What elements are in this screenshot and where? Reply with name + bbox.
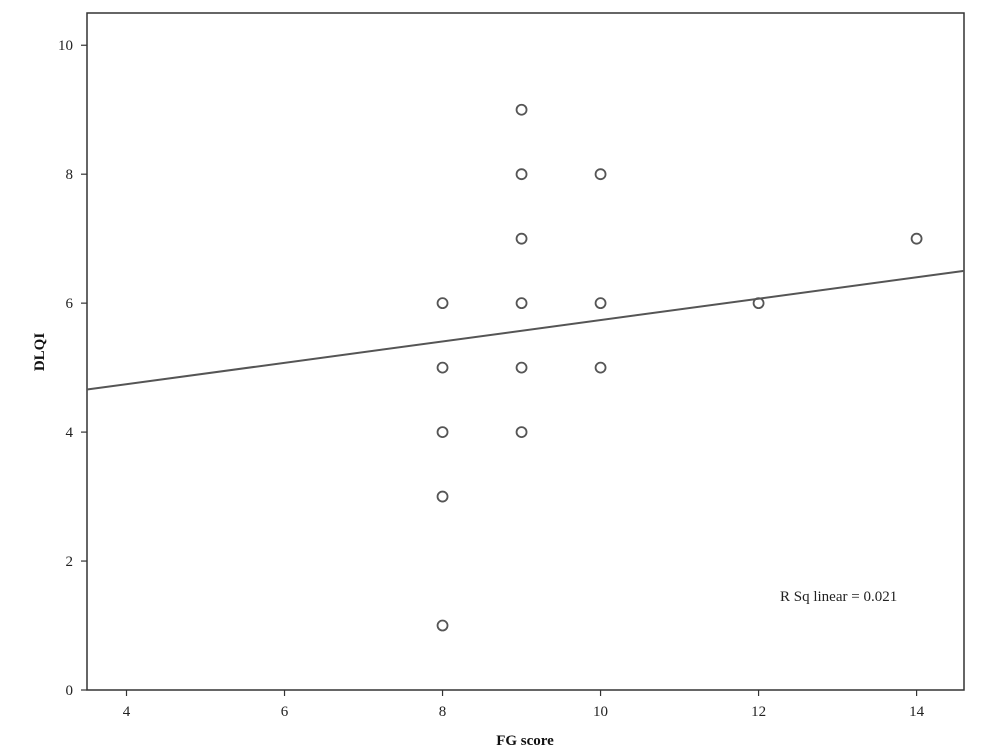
plot-frame	[86, 12, 965, 691]
data-point	[436, 619, 449, 632]
y-tick-label: 8	[66, 167, 74, 183]
points-group	[436, 103, 923, 632]
y-axis-title: DLQI	[32, 333, 48, 372]
data-point	[910, 232, 923, 245]
r-squared-annotation: R Sq linear = 0.021	[780, 589, 897, 605]
data-point	[515, 361, 528, 374]
x-tick-label: 10	[593, 704, 608, 720]
data-point	[594, 361, 607, 374]
x-tick-label: 12	[751, 704, 766, 720]
data-point	[594, 297, 607, 310]
data-point	[515, 426, 528, 438]
data-point	[436, 490, 449, 503]
y-tick-label: 2	[66, 554, 74, 570]
data-point	[436, 361, 449, 374]
fit-line-group	[86, 269, 965, 391]
data-point	[752, 297, 765, 310]
data-point	[594, 168, 607, 181]
data-point	[515, 168, 528, 181]
x-axis: 4 6 8 10 12 14	[123, 690, 925, 720]
x-axis-title: FG score	[496, 733, 554, 749]
y-tick-label: 10	[58, 38, 73, 54]
y-axis: 0 2 4 6 8 10	[58, 38, 87, 699]
x-tick-label: 4	[123, 704, 131, 720]
x-tick-label: 8	[439, 704, 447, 720]
fit-line	[86, 269, 965, 391]
x-tick-label: 14	[909, 704, 925, 720]
y-tick-label: 6	[66, 296, 74, 312]
data-point	[436, 426, 449, 438]
data-point	[436, 297, 449, 310]
y-tick-label: 4	[66, 425, 74, 441]
data-point	[515, 297, 528, 310]
y-tick-label: 0	[66, 683, 74, 699]
x-tick-label: 6	[281, 704, 289, 720]
data-point	[515, 232, 528, 245]
data-point	[515, 103, 528, 116]
